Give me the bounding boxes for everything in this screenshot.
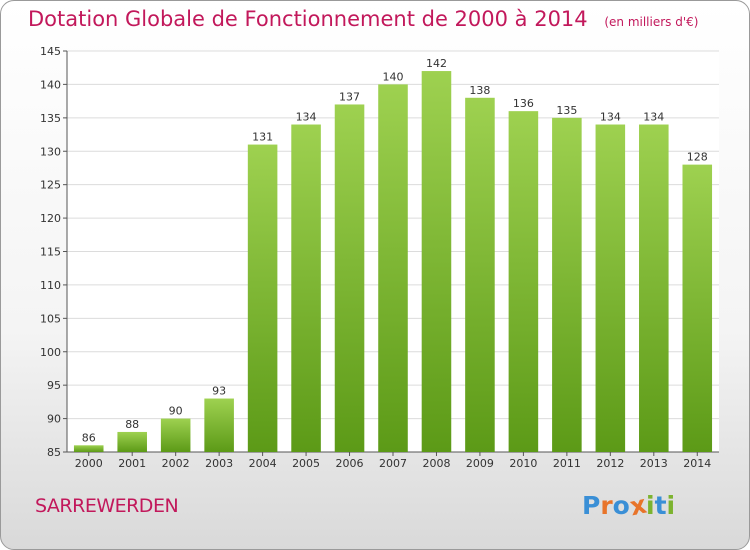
data-label-2006: 137: [339, 90, 360, 103]
data-label-2011: 135: [556, 104, 577, 117]
y-tick-label: 85: [47, 446, 61, 459]
y-tick-label: 115: [40, 246, 61, 259]
y-tick-label: 125: [40, 179, 61, 192]
x-tick-label-2011: 2011: [553, 457, 581, 470]
data-label-2009: 138: [469, 84, 490, 97]
x-tick-label-2010: 2010: [509, 457, 537, 470]
data-label-2008: 142: [426, 57, 447, 70]
data-label-2007: 140: [383, 70, 404, 83]
bar-2009: [465, 97, 495, 453]
data-label-2005: 134: [296, 111, 317, 124]
bar-2006: [334, 104, 365, 452]
commune-name: SARREWERDEN: [35, 495, 179, 517]
data-label-2010: 136: [513, 97, 534, 110]
x-tick-label-2005: 2005: [292, 457, 320, 470]
y-tick-label: 110: [40, 279, 61, 292]
y-tick-label: 90: [47, 413, 61, 426]
x-tick-label-2004: 2004: [249, 457, 277, 470]
bar-2002: [160, 418, 191, 452]
logo-letter: t: [654, 491, 667, 520]
x-tick-label-2008: 2008: [422, 457, 450, 470]
x-tick-label-2007: 2007: [379, 457, 407, 470]
x-tick-label-2001: 2001: [118, 457, 146, 470]
bar-2000: [73, 445, 104, 452]
x-tick-label-2009: 2009: [466, 457, 494, 470]
bar-2013: [639, 124, 669, 453]
bar-2012: [595, 124, 626, 453]
logo-letter: P: [582, 491, 601, 520]
x-tick-label-2006: 2006: [336, 457, 364, 470]
y-tick-label: 145: [40, 45, 61, 58]
data-label-2000: 86: [82, 431, 96, 444]
bar-2003: [204, 398, 234, 452]
logo-letter: o: [612, 491, 630, 520]
x-tick-label-2012: 2012: [596, 457, 624, 470]
logo-letter: r: [600, 491, 613, 520]
data-label-2004: 131: [252, 131, 273, 144]
x-tick-label-2000: 2000: [75, 457, 103, 470]
x-tick-label-2014: 2014: [683, 457, 711, 470]
bar-2007: [378, 84, 408, 453]
chart-subtitle: (en milliers d'€): [604, 15, 699, 29]
data-label-2001: 88: [125, 418, 139, 431]
data-label-2013: 134: [643, 111, 664, 124]
data-label-2012: 134: [600, 111, 621, 124]
bar-2001: [117, 431, 147, 452]
y-tick-label: 140: [40, 78, 61, 91]
logo-letter: i: [646, 491, 655, 520]
bar-2011: [552, 117, 582, 452]
y-tick-label: 95: [47, 379, 61, 392]
y-tick-label: 130: [40, 145, 61, 158]
bar-2008: [421, 71, 452, 453]
x-tick-label-2003: 2003: [205, 457, 233, 470]
bar-2004: [247, 144, 278, 453]
x-tick-label-2013: 2013: [640, 457, 668, 470]
data-label-2002: 90: [169, 405, 183, 418]
data-label-2003: 93: [212, 385, 226, 398]
y-tick-label: 105: [40, 312, 61, 325]
chart-title-text: Dotation Globale de Fonctionnement de 20…: [28, 7, 588, 31]
data-label-2014: 128: [687, 151, 708, 164]
bar-2010: [508, 111, 539, 453]
chart-title: Dotation Globale de Fonctionnement de 20…: [28, 7, 698, 31]
logo-letter: i: [666, 491, 676, 520]
y-tick-label: 100: [40, 346, 61, 359]
y-tick-label: 120: [40, 212, 61, 225]
y-tick-label: 135: [40, 112, 61, 125]
x-tick-label-2002: 2002: [162, 457, 190, 470]
bar-2005: [291, 124, 321, 453]
proxiti-logo: Proxiti: [582, 490, 676, 522]
bar-2014: [682, 164, 713, 452]
